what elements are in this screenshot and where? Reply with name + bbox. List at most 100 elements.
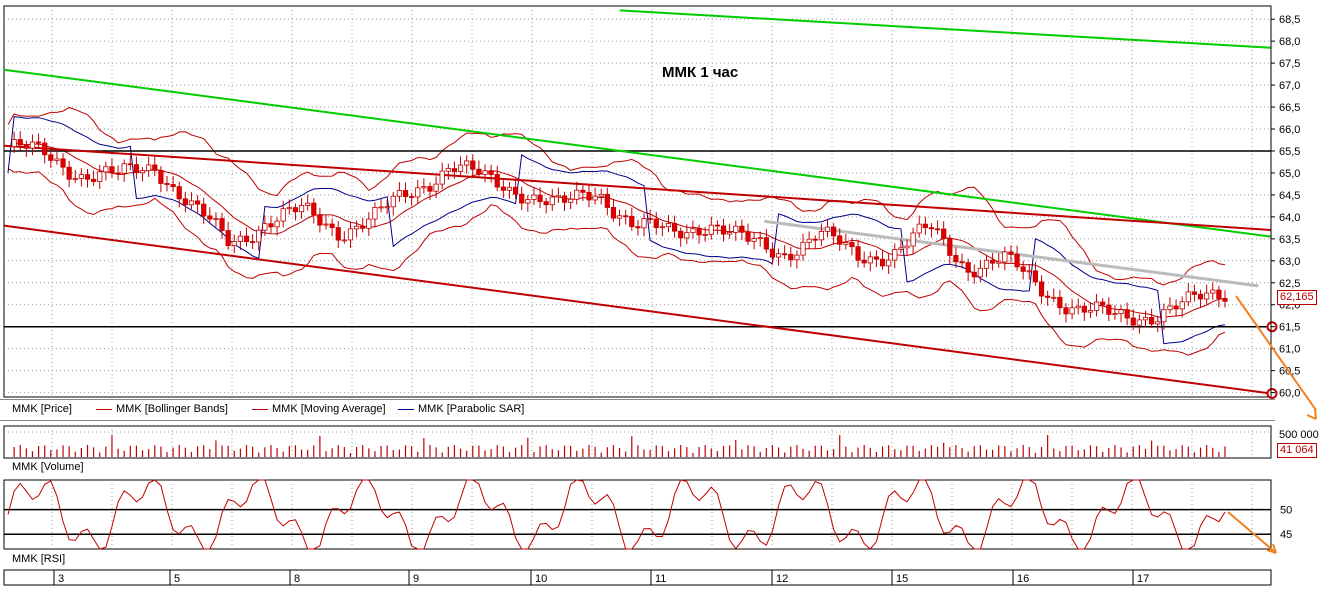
candle-bear [1020,266,1026,272]
candle-bear [1032,270,1039,283]
candle-bear [1081,305,1087,313]
candle-bull [378,206,384,209]
candle-bull [421,186,427,189]
candle-bull [433,183,439,192]
price-tick-label: 68,0 [1279,36,1300,48]
candle-bear [182,198,188,206]
candle-bull [262,223,268,231]
candle-bull [616,215,623,219]
date-tick-label: 12 [776,573,788,585]
candle-bear [268,223,274,228]
trendline [3,224,1272,395]
parabolic-sar-line [7,116,1226,345]
candle-bear [451,168,458,172]
candle-bear [519,193,525,204]
candle-bear [127,163,133,166]
candle-bear [409,196,415,198]
legend-item-moving-average[interactable]: MMK [Moving Average] [252,403,386,415]
candle-bull [97,171,103,182]
candle-bear [610,207,617,219]
candle-bull [898,247,904,250]
legend-item-bollinger[interactable]: MMK [Bollinger Bands] [96,403,228,415]
date-tick-label: 16 [1017,573,1029,585]
rsi-line [7,479,1226,550]
candle-bull [341,239,347,242]
candle-bear [335,227,341,241]
candle-bull [549,196,555,206]
candle-bear [250,241,256,243]
candle-bull [347,228,354,241]
legend-item-price[interactable]: MMK [Price] [12,403,72,415]
candle-bull [139,170,146,174]
candle-bear [1100,301,1106,306]
candle-bull [445,168,451,172]
candle-bull [1204,292,1210,300]
price-tick-label: 66,0 [1279,124,1300,136]
candle-bear [176,186,182,200]
candle-bear [763,237,769,250]
date-tick-label: 9 [413,573,419,585]
candle-bull [1161,309,1167,323]
candle-bear [1197,293,1204,300]
price-legend: MMK [Price] MMK [Bollinger Bands] MMK [M… [0,399,1275,421]
candle-bear [91,178,97,182]
trendline [3,144,1272,232]
candle-bear [243,235,250,242]
date-tick-label: 8 [294,573,300,585]
candle-bull [1155,321,1161,325]
candle-bull [996,261,1002,264]
candle-bull [78,174,84,179]
moving-average-line [7,142,1226,318]
trendline [3,68,1272,238]
candle-bull [274,220,280,228]
candle-bear [109,166,115,174]
price-lines [3,9,1278,399]
candle-bear [476,168,482,175]
candle-bear [947,238,953,256]
candle-bull [751,238,757,242]
candle-bear [788,253,794,261]
candle-bear [494,174,500,188]
candle-bull [904,245,910,249]
candle-bull [372,207,378,220]
candle-bull [867,256,873,264]
forecast-arrow-rsi [1227,511,1277,554]
candle-bull [415,187,421,198]
candle-bull [818,231,824,241]
candle-bear [855,246,861,261]
candle-bull [665,223,672,228]
date-tick-label: 15 [896,573,908,585]
candle-bull [1142,316,1149,321]
candle-bull [555,195,562,198]
candle-bull [146,164,152,172]
candle-bull [286,207,292,210]
legend-sar-swatch [398,408,414,410]
candle-bear [115,172,121,175]
price-tick-label: 68,5 [1279,14,1300,26]
price-tick-label: 64,0 [1279,212,1300,224]
candle-bull [824,226,831,232]
candle-bull [121,163,127,174]
legend-bollinger-swatch [96,408,112,410]
candle-bear [769,248,776,258]
candle-bear [60,158,66,168]
legend-item-parabolic-sar[interactable]: MMK [Parabolic SAR] [398,403,524,415]
candle-bull [1069,307,1075,315]
forecast-arrowhead-rsi [1266,543,1277,554]
candle-bear [586,191,592,201]
candle-bear [512,186,519,195]
candle-bull [702,233,708,236]
candle-bear [934,228,941,231]
candle-bull [54,158,60,161]
price-tick-label: 63,5 [1279,234,1300,246]
candle-bull [843,242,849,245]
candle-bear [207,215,213,220]
candle-bear [402,190,409,197]
candle-bull [213,218,219,220]
candle-bull [910,232,916,247]
candle-bear [360,225,366,229]
candle-bear [678,230,684,239]
candle-bull [1179,301,1185,310]
candle-bull [574,189,580,200]
candle-bear [837,235,843,245]
